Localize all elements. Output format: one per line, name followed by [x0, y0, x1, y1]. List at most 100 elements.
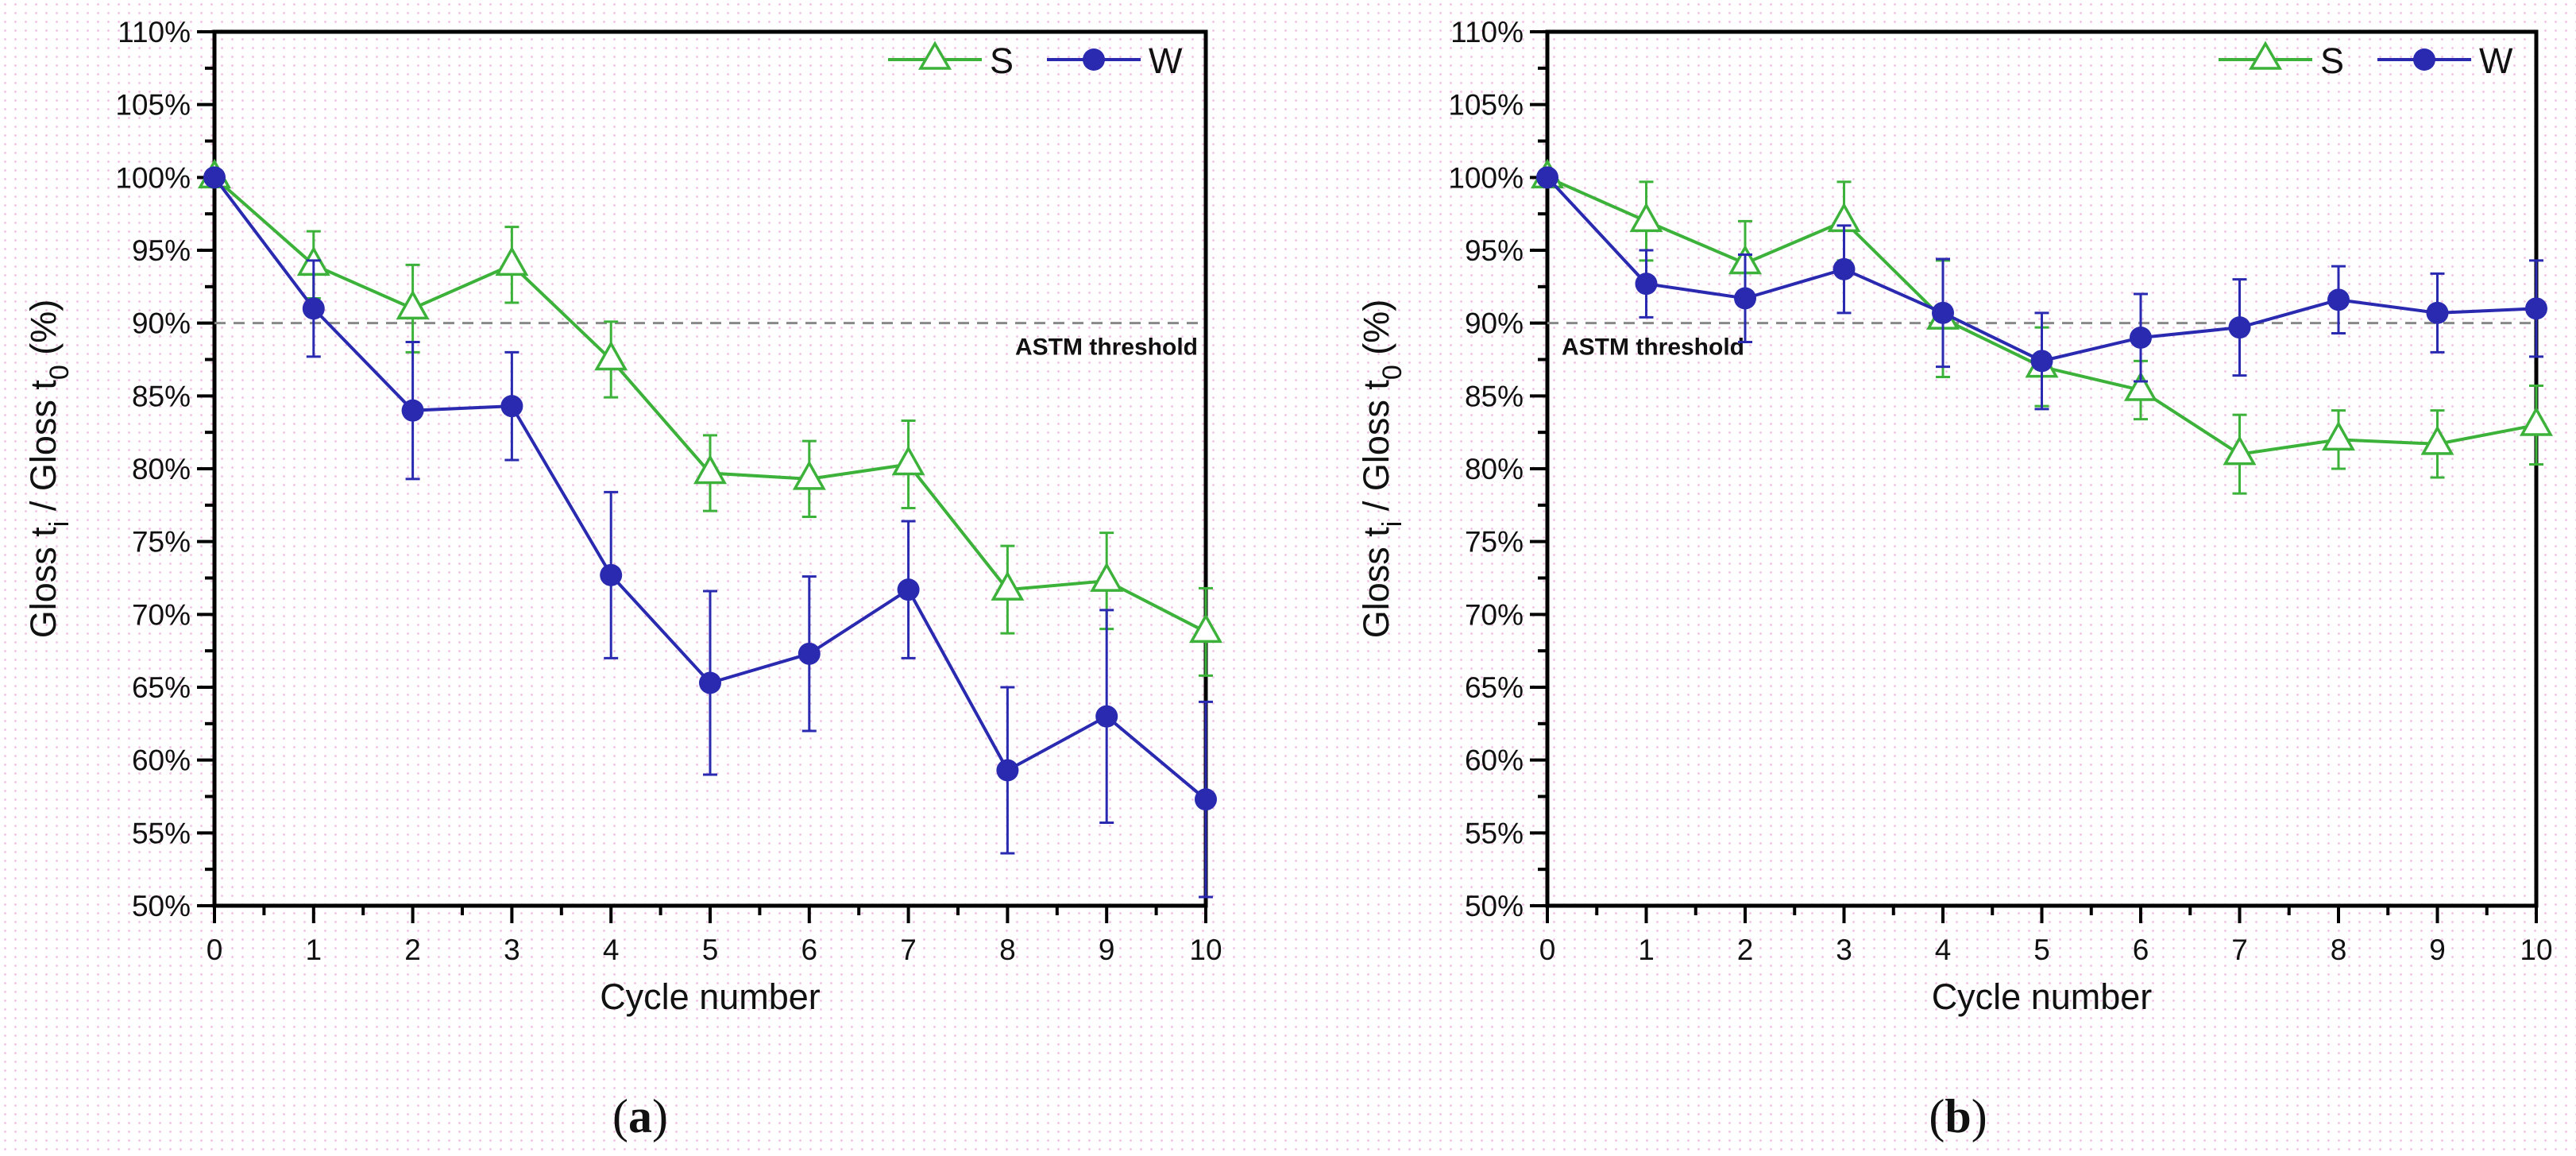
data-point-S [396, 289, 430, 320]
data-point-S [991, 570, 1025, 601]
y-axis-title-subscript: 0 [1377, 365, 1408, 380]
data-point-W [1833, 257, 1856, 280]
x-tick-label: 2 [404, 934, 421, 966]
data-point-S [2420, 425, 2454, 455]
chart-panel-b: 50%55%60%65%70%75%80%85%90%95%100%105%11… [1356, 16, 2553, 1142]
data-point-S [1090, 562, 1124, 592]
data-point-W [302, 297, 325, 320]
y-axis-title: Gloss ti / Gloss t0 (%) [1356, 300, 1408, 639]
data-point-S [792, 460, 826, 490]
series-W [203, 166, 1217, 899]
y-tick-label: 100% [115, 161, 191, 194]
y-axis-title-subscript: 0 [44, 365, 75, 380]
y-tick-label: 110% [118, 16, 191, 48]
y-tick-label: 95% [132, 234, 191, 267]
x-axis-title: Cycle number [600, 976, 821, 1017]
y-axis-title-part: (%) [23, 300, 64, 365]
x-tick-label: 8 [2331, 934, 2347, 966]
legend-entry-S: S [888, 41, 1014, 81]
y-axis-title-subscript: i [44, 521, 75, 528]
y-tick-label: 55% [1465, 817, 1524, 849]
astm-threshold-label: ASTM threshold [1562, 334, 1744, 361]
data-point-W [897, 578, 920, 601]
data-point-W [1734, 287, 1756, 310]
y-axis-title-part: / Gloss t [1356, 380, 1396, 521]
x-axis-title: Cycle number [1932, 976, 2153, 1017]
data-point-S [495, 246, 529, 276]
data-point-W [203, 166, 226, 189]
panel-caption: (a) [612, 1090, 668, 1142]
x-tick-label: 4 [1935, 934, 1952, 966]
astm-threshold-label: ASTM threshold [1015, 334, 1198, 361]
x-tick-label: 10 [2520, 934, 2552, 966]
y-tick-label: 110% [1450, 16, 1524, 48]
data-point-W [500, 395, 523, 418]
y-tick-label: 80% [132, 453, 191, 485]
data-point-W [2130, 327, 2152, 349]
caption-paren-open: ( [612, 1090, 628, 1142]
y-axis-title-part: Gloss t [1356, 527, 1396, 639]
x-tick-label: 5 [702, 934, 719, 966]
caption-letter: b [1945, 1090, 1971, 1142]
y-tick-label: 85% [132, 380, 191, 412]
data-point-W [2525, 297, 2547, 320]
data-point-W [996, 759, 1019, 782]
y-axis-title: Gloss ti / Gloss t0 (%) [23, 300, 75, 639]
data-point-S [693, 454, 727, 485]
x-tick-label: 9 [1099, 934, 1115, 966]
plot-frame [1545, 29, 2539, 908]
y-tick-label: 65% [1465, 671, 1524, 704]
data-point-W [2030, 350, 2053, 373]
x-tick-label: 2 [1737, 934, 1754, 966]
y-tick-label: 105% [1448, 89, 1524, 122]
y-tick-label: 50% [132, 890, 191, 922]
x-tick-label: 6 [801, 934, 818, 966]
data-point-S [1189, 613, 1222, 644]
legend-label: W [1149, 41, 1183, 81]
x-tick-label: 8 [999, 934, 1016, 966]
legend-triangle-icon [917, 41, 952, 70]
y-axis-title-part: Gloss t [23, 527, 64, 639]
y-tick-label: 75% [1465, 526, 1524, 559]
y-tick-label: 65% [132, 671, 191, 704]
x-tick-label: 0 [207, 934, 223, 966]
chart-panel-a: 50%55%60%65%70%75%80%85%90%95%100%105%11… [23, 16, 1222, 1142]
legend-label: S [2320, 41, 2344, 81]
y-tick-label: 70% [1465, 598, 1524, 631]
x-tick-label: 1 [1638, 934, 1655, 966]
x-tick-label: 7 [2231, 934, 2248, 966]
y-tick-label: 60% [1465, 744, 1524, 777]
y-tick-label: 95% [1465, 234, 1524, 267]
data-point-W [2327, 288, 2350, 311]
x-tick-label: 10 [1189, 934, 1222, 966]
legend-circle-icon [2413, 48, 2435, 71]
y-tick-label: 80% [1465, 453, 1524, 485]
x-tick-label: 5 [2033, 934, 2050, 966]
y-tick-label: 90% [132, 307, 191, 340]
y-tick-label: 55% [132, 817, 191, 849]
y-axis-title-part: / Gloss t [23, 380, 64, 521]
legend-entry-W: W [1047, 41, 1183, 81]
panel-caption: (b) [1929, 1090, 1987, 1142]
data-point-W [699, 671, 721, 694]
caption-paren-close: ) [652, 1090, 668, 1142]
x-tick-label: 3 [1836, 934, 1852, 966]
legend-label: S [990, 41, 1014, 81]
data-point-S [2124, 371, 2157, 401]
data-point-W [1635, 273, 1658, 296]
x-tick-label: 6 [2133, 934, 2149, 966]
y-tick-label: 105% [115, 89, 191, 122]
caption-letter: a [628, 1090, 652, 1142]
data-point-W [1536, 166, 1558, 189]
caption-paren-close: ) [1972, 1090, 1987, 1142]
data-point-W [1195, 788, 1217, 811]
x-tick-label: 3 [504, 934, 520, 966]
data-point-W [401, 399, 424, 422]
legend-circle-icon [1083, 48, 1105, 71]
data-point-S [891, 445, 925, 476]
data-point-W [1095, 705, 1118, 728]
x-tick-label: 0 [1539, 934, 1556, 966]
x-tick-label: 9 [2429, 934, 2446, 966]
